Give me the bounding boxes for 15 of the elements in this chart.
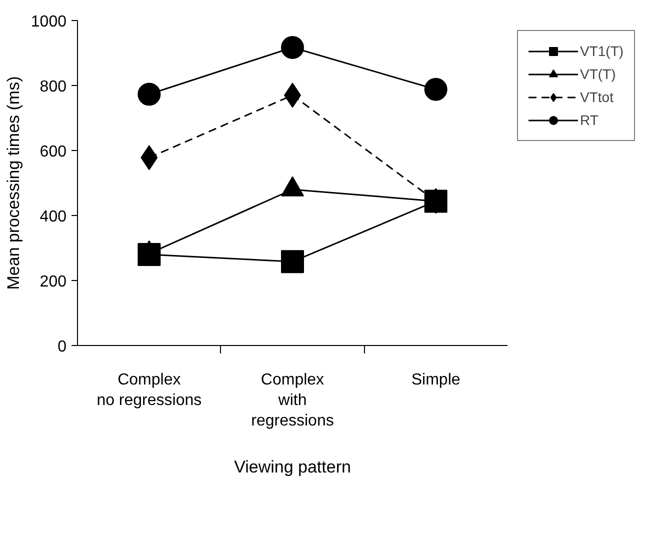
y-tick-label: 600 — [40, 144, 67, 160]
legend-label: VTtot — [580, 89, 614, 105]
x-tick-label: Complex with regressions — [251, 372, 334, 430]
y-tick-label: 0 — [58, 338, 67, 356]
y-tick-label: 1000 — [30, 14, 67, 30]
x-axis-title: Viewing pattern — [234, 457, 351, 476]
y-tick-label: 800 — [40, 78, 67, 96]
legend-label: RT — [580, 112, 600, 128]
x-tick-label: Simple — [411, 372, 460, 388]
legend-label: VT1(T) — [580, 43, 624, 59]
legend-label: VT(T) — [580, 66, 616, 82]
y-tick-label: 200 — [40, 274, 67, 290]
x-tick-label: Complex no regressions — [96, 372, 202, 409]
y-axis-title: Mean processing times (ms) — [4, 76, 23, 290]
y-tick-label: 400 — [40, 208, 67, 226]
